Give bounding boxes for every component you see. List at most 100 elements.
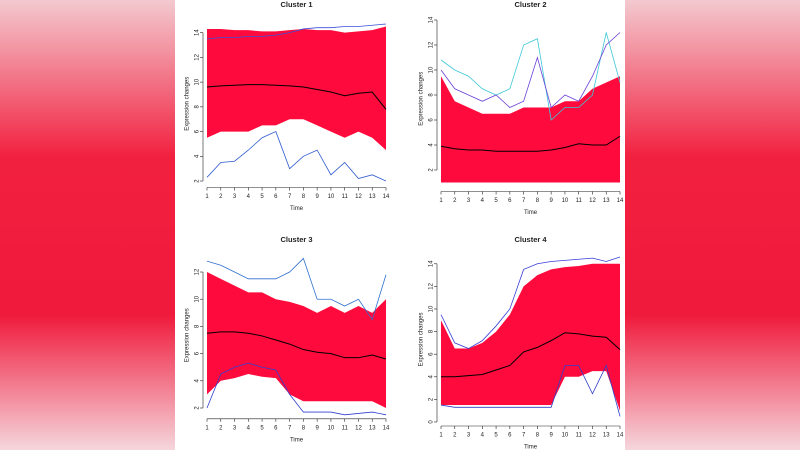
x-tick-label: 11 <box>576 433 583 439</box>
y-tick-label: 8 <box>429 93 435 97</box>
x-tick-label: 7 <box>288 425 292 431</box>
y-tick-label: 10 <box>429 66 435 73</box>
y-tick-label: 4 <box>429 374 435 378</box>
y-tick-label: 10 <box>195 295 201 302</box>
y-tick-label: 12 <box>195 268 201 275</box>
x-tick-label: 13 <box>369 194 376 200</box>
x-tick-label: 2 <box>219 425 223 431</box>
chart-title: Cluster 4 <box>514 235 547 244</box>
y-tick-label: 0 <box>429 420 435 424</box>
y-tick-label: 14 <box>429 16 435 23</box>
x-tick-label: 9 <box>315 425 319 431</box>
x-tick-label: 2 <box>219 194 223 200</box>
x-tick-label: 6 <box>274 425 278 431</box>
x-tick-label: 8 <box>536 198 540 204</box>
expression-band <box>441 263 620 411</box>
y-tick-label: 12 <box>429 41 435 48</box>
x-tick-label: 12 <box>355 194 362 200</box>
y-tick-label: 8 <box>429 329 435 333</box>
y-tick-label: 4 <box>429 143 435 147</box>
y-axis-label: Expression changes <box>185 308 191 362</box>
y-tick-label: 2 <box>195 179 201 183</box>
x-tick-label: 6 <box>274 194 278 200</box>
chart-title: Cluster 3 <box>280 235 312 244</box>
x-tick-label: 8 <box>536 433 540 439</box>
x-tick-label: 3 <box>467 433 471 439</box>
x-tick-label: 10 <box>562 198 569 204</box>
x-tick-label: 3 <box>233 194 237 200</box>
x-tick-label: 9 <box>549 433 553 439</box>
y-tick-label: 10 <box>429 305 435 312</box>
x-tick-label: 13 <box>603 433 610 439</box>
y-tick-label: 8 <box>195 105 201 109</box>
x-tick-label: 2 <box>453 198 457 204</box>
y-tick-label: 2 <box>195 406 201 410</box>
x-tick-label: 12 <box>355 425 362 431</box>
x-tick-label: 13 <box>369 425 376 431</box>
x-tick-label: 12 <box>589 198 596 204</box>
x-tick-label: 1 <box>205 194 209 200</box>
chart-title: Cluster 1 <box>280 0 312 9</box>
x-tick-label: 6 <box>508 198 512 204</box>
x-tick-label: 8 <box>302 194 306 200</box>
x-tick-label: 10 <box>328 194 335 200</box>
y-tick-label: 6 <box>429 118 435 122</box>
x-axis-label: Time <box>290 437 304 443</box>
x-tick-label: 14 <box>383 425 390 431</box>
y-tick-label: 6 <box>195 129 201 133</box>
x-tick-label: 10 <box>328 425 335 431</box>
y-tick-label: 10 <box>195 78 201 85</box>
y-tick-label: 2 <box>429 168 435 172</box>
x-tick-label: 3 <box>233 425 237 431</box>
x-tick-label: 7 <box>522 198 526 204</box>
y-tick-label: 4 <box>195 378 201 382</box>
profile-line <box>206 131 387 182</box>
x-tick-label: 12 <box>589 433 596 439</box>
profile-line <box>440 256 621 349</box>
profile-line <box>206 23 387 40</box>
y-tick-label: 8 <box>195 324 201 328</box>
mean-line <box>206 84 387 110</box>
x-tick-label: 14 <box>383 194 390 200</box>
x-tick-label: 1 <box>439 198 443 204</box>
y-tick-label: 6 <box>429 352 435 356</box>
expression-band <box>207 26 386 151</box>
x-axis-label: Time <box>524 445 538 450</box>
x-tick-label: 3 <box>467 198 471 204</box>
y-tick-label: 4 <box>195 154 201 158</box>
y-tick-label: 12 <box>429 282 435 289</box>
x-tick-label: 4 <box>481 433 485 439</box>
x-tick-label: 7 <box>522 433 526 439</box>
mean-line <box>440 135 621 152</box>
x-tick-label: 10 <box>562 433 569 439</box>
y-tick-label: 12 <box>195 53 201 60</box>
profile-line <box>206 362 387 416</box>
y-tick-label: 6 <box>195 351 201 355</box>
x-tick-label: 4 <box>247 194 251 200</box>
x-tick-label: 14 <box>617 433 624 439</box>
x-tick-label: 1 <box>205 425 209 431</box>
x-tick-label: 1 <box>439 433 443 439</box>
y-axis-label: Expression changes <box>419 72 425 126</box>
x-tick-label: 4 <box>247 425 251 431</box>
x-tick-label: 5 <box>494 198 498 204</box>
x-tick-label: 2 <box>453 433 457 439</box>
mean-line <box>206 331 387 360</box>
chart-title: Cluster 2 <box>514 0 546 9</box>
y-tick-label: 14 <box>429 260 435 267</box>
x-tick-label: 13 <box>603 198 610 204</box>
expression-band <box>207 272 386 409</box>
x-tick-label: 5 <box>494 433 498 439</box>
x-tick-label: 7 <box>288 194 292 200</box>
x-tick-label: 8 <box>302 425 306 431</box>
x-tick-label: 11 <box>342 194 349 200</box>
profile-line <box>440 32 621 109</box>
y-tick-label: 2 <box>429 397 435 401</box>
x-axis-label: Time <box>290 206 304 212</box>
x-tick-label: 11 <box>576 198 583 204</box>
profile-line <box>440 364 621 417</box>
x-tick-label: 14 <box>617 198 624 204</box>
x-axis-label: Time <box>524 210 538 216</box>
expression-band <box>441 76 620 183</box>
